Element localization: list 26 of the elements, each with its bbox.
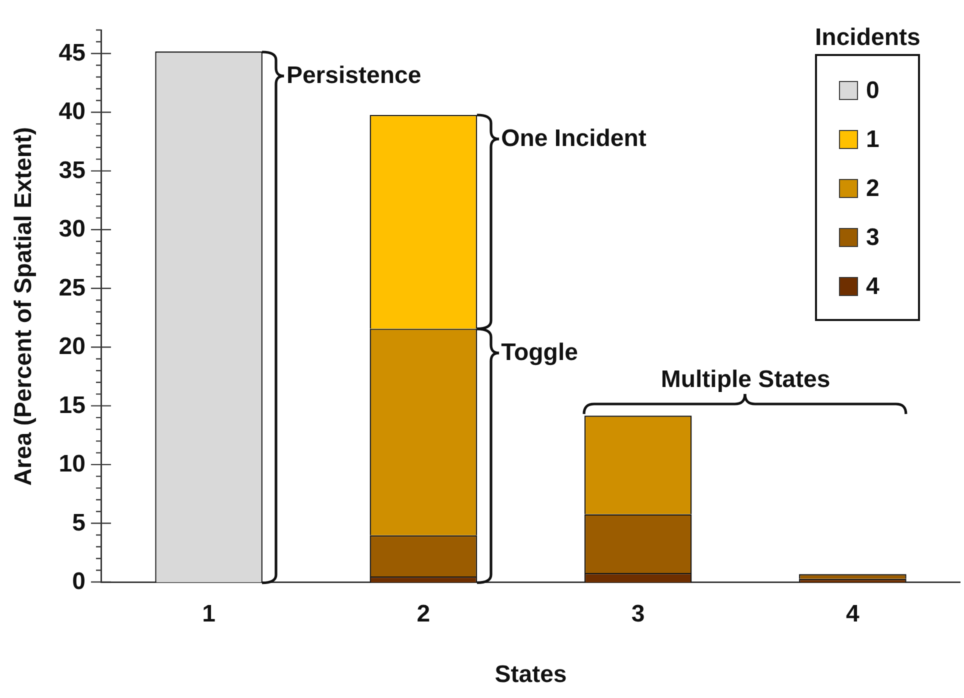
y-tick-label: 0 — [72, 568, 86, 596]
y-tick-label: 35 — [58, 156, 86, 184]
x-tick-label: 1 — [202, 600, 216, 628]
y-tick-label: 45 — [58, 40, 86, 67]
legend-label: 2 — [866, 174, 880, 203]
annotation: Toggle — [501, 338, 578, 367]
legend-label: 0 — [866, 76, 880, 105]
y-tick-label: 20 — [58, 333, 86, 360]
x-axis-title: States — [494, 661, 567, 688]
legend-title: Incidents — [815, 24, 920, 52]
x-tick-label: 3 — [631, 600, 645, 628]
annotation: Persistence — [286, 62, 422, 90]
y-tick-label: 15 — [58, 392, 86, 419]
annotation: Multiple States — [660, 366, 830, 394]
y-axis-title: Area (Percent of Spatial Extent) — [10, 127, 38, 486]
x-tick-label: 2 — [416, 600, 430, 628]
legend-label: 1 — [866, 126, 880, 154]
y-tick-label: 25 — [58, 274, 86, 302]
y-tick-label: 40 — [58, 98, 86, 126]
legend-label: 4 — [866, 272, 880, 301]
legend-label: 3 — [866, 224, 880, 252]
y-tick-label: 5 — [72, 509, 86, 536]
x-tick-label: 4 — [846, 600, 860, 628]
y-tick-label: 30 — [58, 216, 86, 243]
y-tick-label: 10 — [58, 450, 86, 478]
annotation: One Incident — [501, 124, 646, 153]
